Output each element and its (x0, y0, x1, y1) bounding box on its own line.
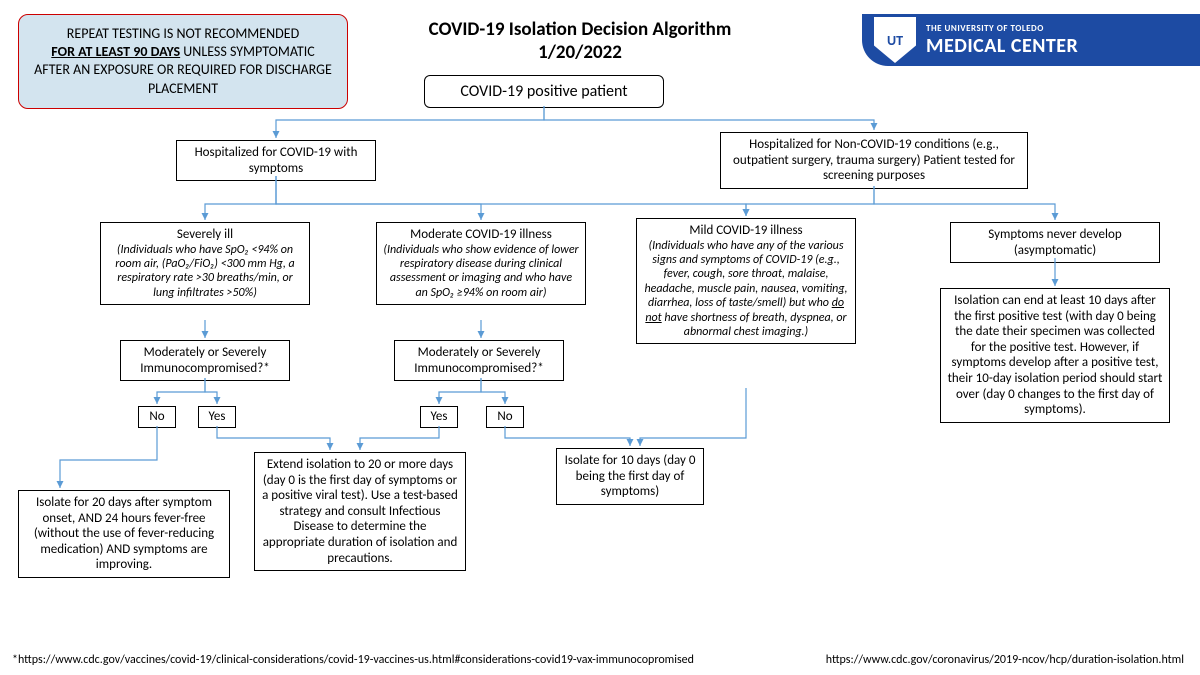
node-out-10days: Isolate for 10 days (day 0 being the fir… (556, 448, 704, 505)
note-line1: REPEAT TESTING IS NOT RECOMMENDED (67, 25, 299, 42)
node-hosp-covid: Hospitalized for COVID-19 with symptoms (176, 140, 376, 181)
node-severe: Severely ill (Individuals who have SpO₂ … (100, 222, 310, 305)
node-immuno2: Moderately or Severely Immunocompromised… (394, 340, 564, 381)
node-moderate: Moderate COVID-19 illness (Individuals w… (376, 222, 586, 305)
node-hosp-noncovid: Hospitalized for Non-COVID-19 conditions… (720, 132, 1028, 189)
node-mild: Mild COVID-19 illness (Individuals who h… (636, 218, 856, 344)
node-out-extend: Extend isolation to 20 or more days (day… (254, 452, 466, 571)
repeat-testing-note: REPEAT TESTING IS NOT RECOMMENDED FOR AT… (18, 14, 348, 109)
node-out-20days: Isolate for 20 days after symptom onset,… (18, 490, 230, 578)
node-out-asymp: Isolation can end at least 10 days after… (940, 288, 1170, 423)
page-title: COVID-19 Isolation Decision Algorithm 1/… (380, 18, 780, 64)
node-immuno1: Moderately or Severely Immunocompromised… (120, 340, 290, 381)
node-no1: No (138, 406, 176, 428)
footnote-right: https://www.cdc.gov/coronavirus/2019-nco… (826, 653, 1184, 667)
node-asymp: Symptoms never develop (asymptomatic) (950, 222, 1160, 263)
logo-banner: UT THE UNIVERSITY OF TOLEDO MEDICAL CENT… (862, 14, 1200, 66)
footnote-left: *https://www.cdc.gov/vaccines/covid-19/c… (12, 653, 694, 667)
node-yes1: Yes (198, 406, 236, 428)
node-root: COVID-19 positive patient (424, 75, 664, 108)
node-no2: No (486, 406, 524, 428)
ut-shield-icon: UT (874, 17, 916, 63)
logo-text: THE UNIVERSITY OF TOLEDO MEDICAL CENTER (926, 23, 1078, 58)
note-line2: FOR AT LEAST 90 DAYS (51, 43, 180, 60)
node-yes2: Yes (420, 406, 458, 428)
